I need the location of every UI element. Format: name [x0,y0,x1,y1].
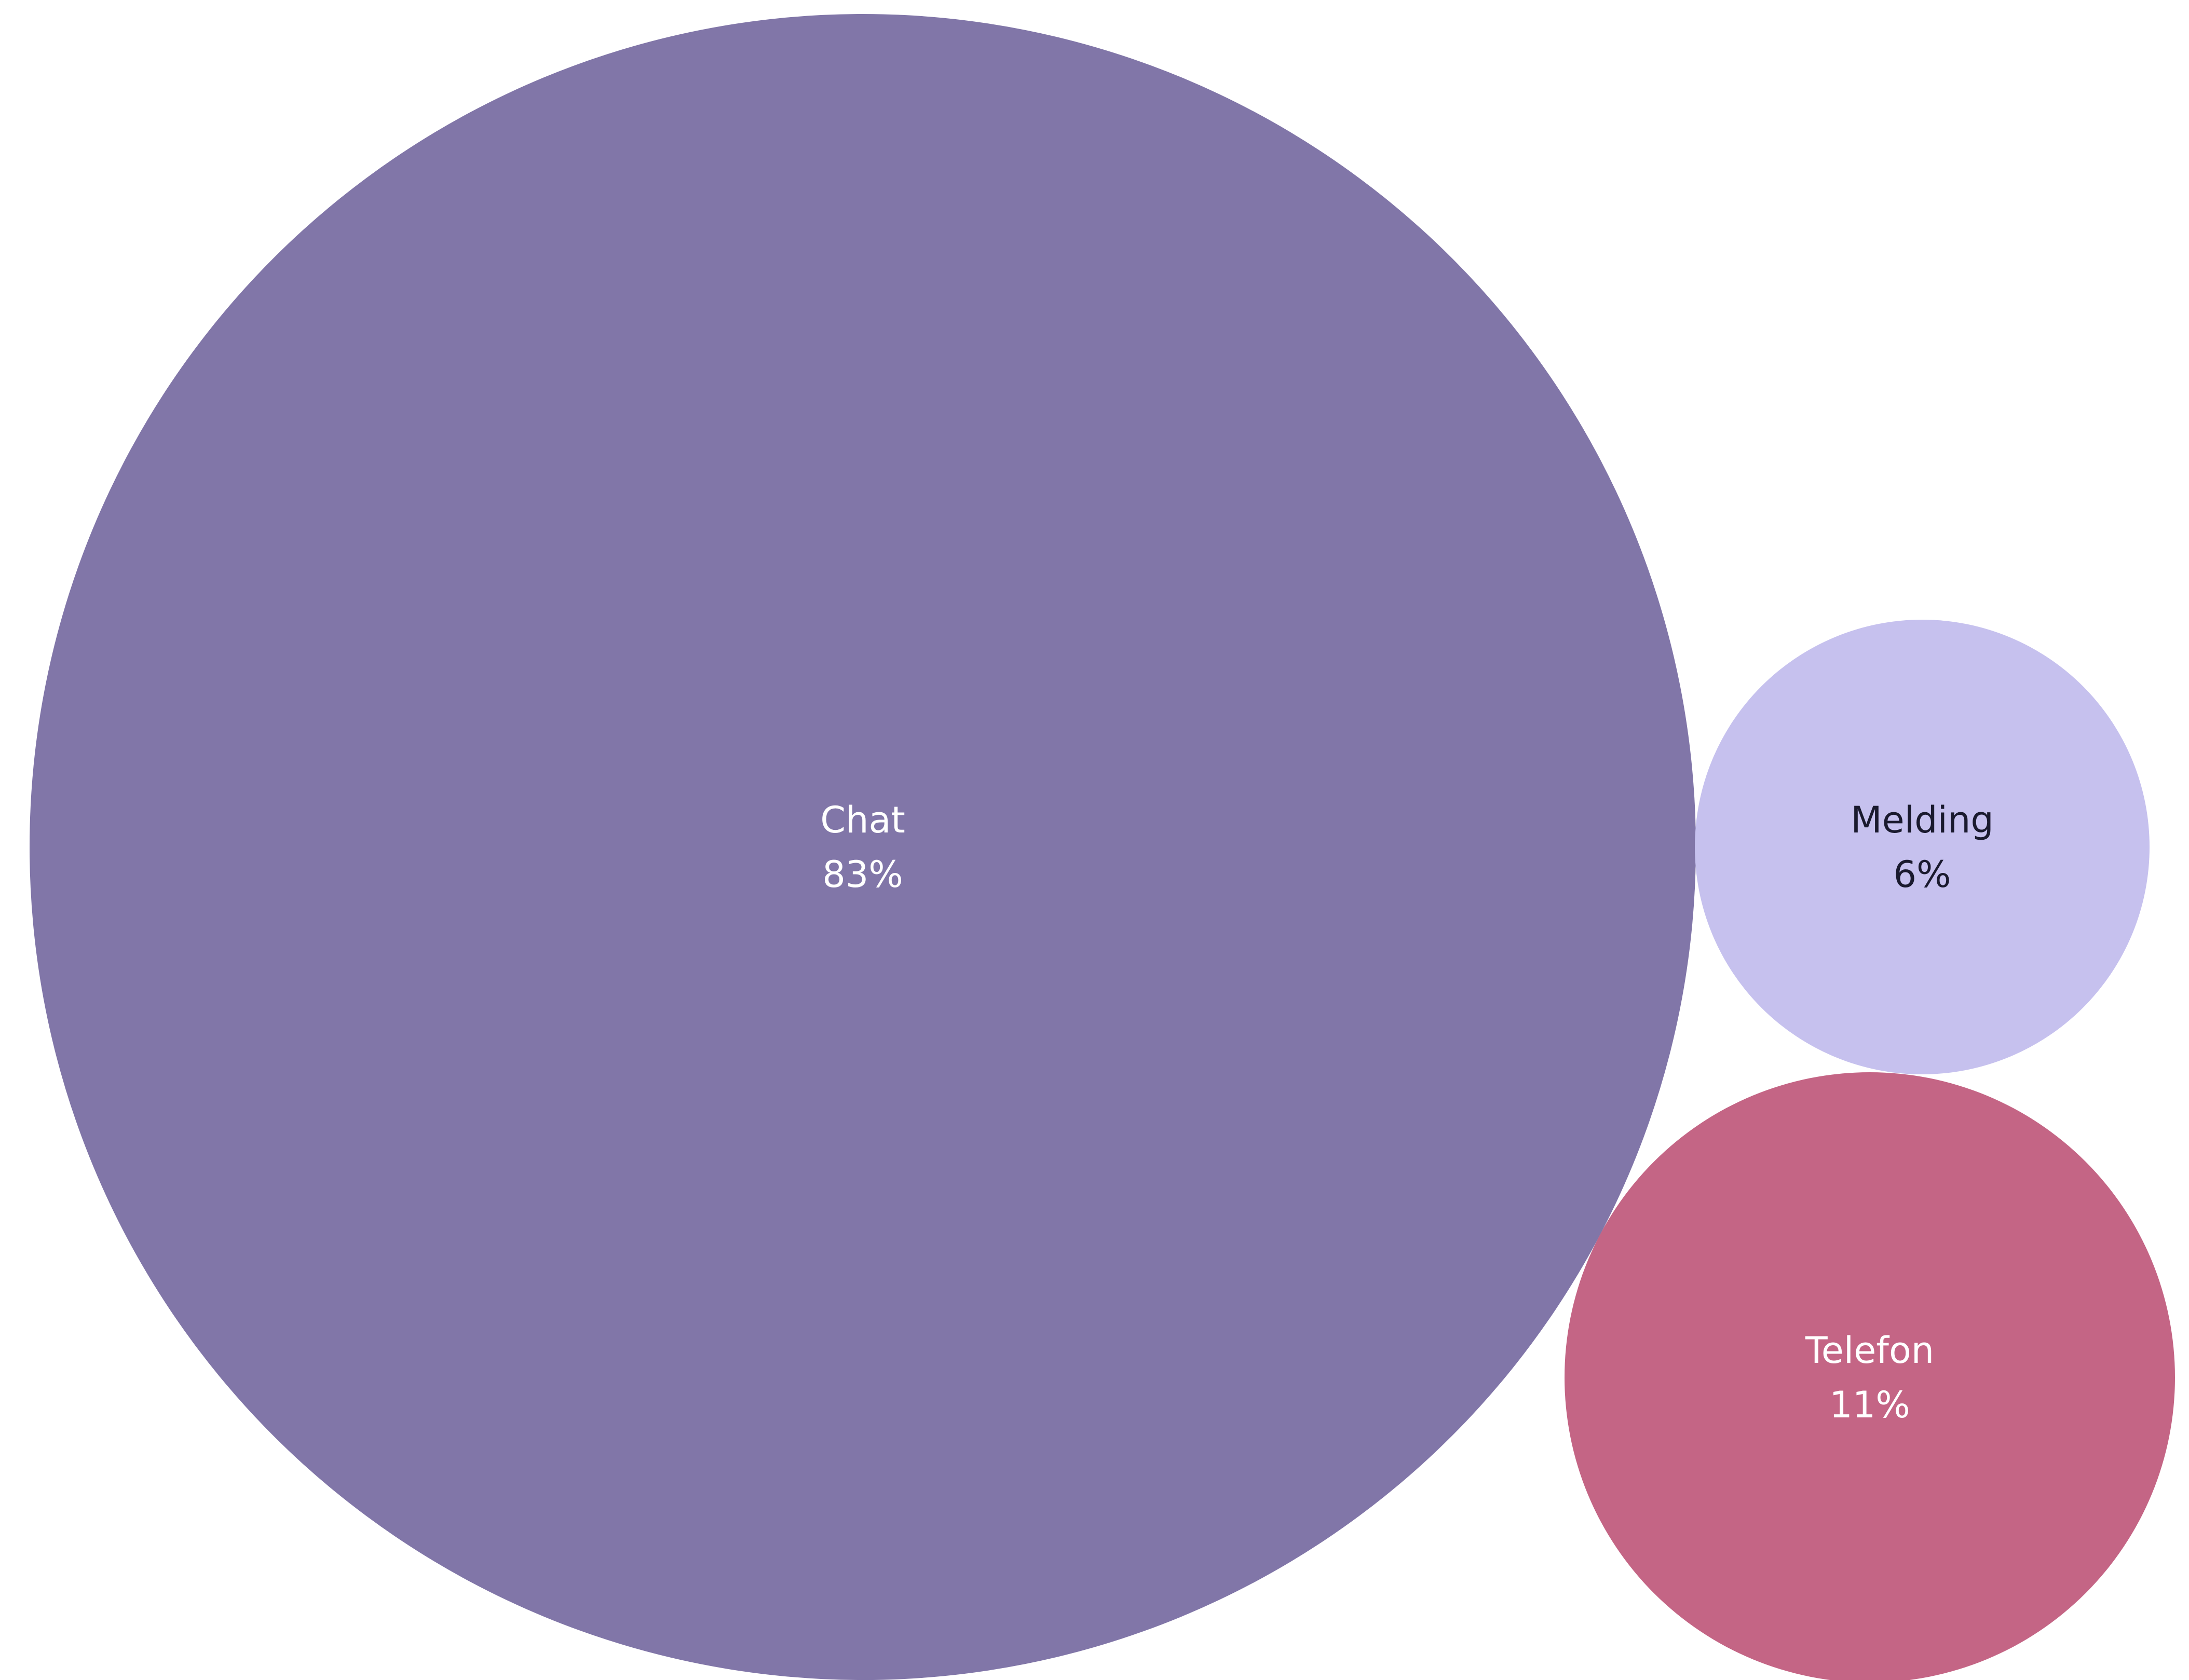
bubble-chat[interactable] [30,14,1696,1680]
bubble-melding[interactable] [1695,620,2150,1074]
bubble-value-melding: 6% [1893,853,1951,896]
bubble-value-telefon: 11% [1829,1384,1910,1426]
bubble-value-chat: 83% [822,853,903,896]
bubbles-group: Chat 83% Melding 6% Telefon 11% [30,14,2175,1680]
bubble-label-telefon: Telefon [1805,1329,1934,1372]
bubble-label-chat: Chat [820,799,905,841]
bubble-telefon[interactable] [1565,1072,2175,1680]
bubble-label-melding: Melding [1851,799,1994,841]
